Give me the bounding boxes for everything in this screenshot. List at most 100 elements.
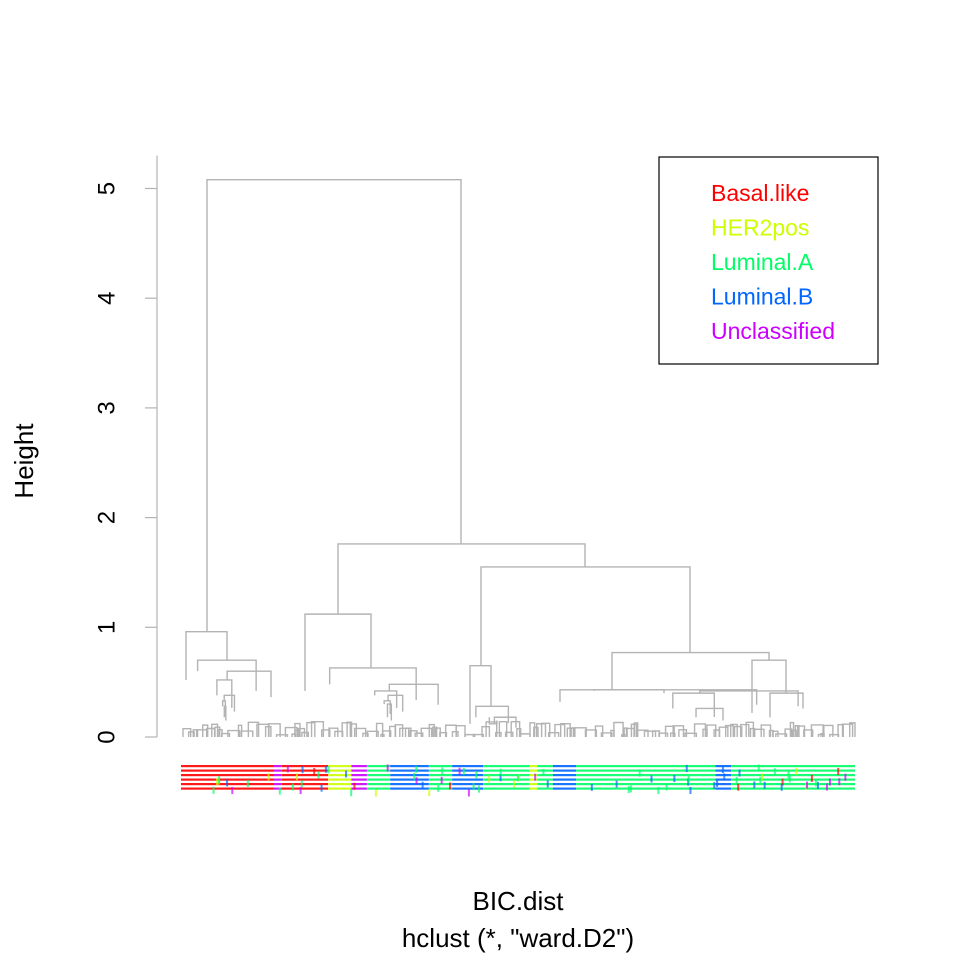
dendrogram-branch	[504, 731, 514, 737]
leaf-mark	[415, 777, 418, 785]
dendrogram-branch	[284, 726, 298, 737]
leaf-class-band	[273, 787, 282, 790]
dendrogram-branch	[699, 690, 799, 707]
leaf-mark	[838, 778, 841, 786]
leaf-class-band	[390, 774, 429, 777]
dendrogram-branch	[593, 689, 758, 705]
dendrogram-branch	[394, 724, 404, 737]
dendrogram-branch	[775, 733, 788, 737]
dendrogram-branch	[321, 729, 331, 737]
leaf-class-band	[483, 774, 530, 777]
leaf-mark	[627, 786, 630, 794]
x-axis-title: BIC.dist	[472, 886, 564, 916]
leaf-class-band	[731, 787, 855, 790]
leaf-class-band	[328, 774, 352, 777]
leaf-mark	[386, 764, 389, 772]
dendrogram-branch	[733, 725, 743, 737]
leaf-mark	[837, 767, 840, 775]
dendrogram-branch	[554, 723, 566, 737]
dendrogram-branch	[498, 720, 508, 737]
dendrogram-branch	[693, 723, 707, 737]
dendrogram-branch	[472, 733, 485, 737]
dendrogram-branch	[797, 725, 806, 737]
leaf-class-band	[390, 787, 429, 790]
leaf-mark	[267, 773, 270, 781]
leaf-mark	[780, 783, 783, 791]
leaf-mark	[462, 767, 465, 775]
dendrogram-branch	[751, 659, 787, 713]
leaf-mark	[345, 770, 348, 778]
legend-entry: HER2pos	[711, 215, 809, 241]
dendrogram-branch	[584, 729, 598, 737]
dendrogram-branch	[600, 732, 613, 737]
leaf-mark	[437, 784, 440, 792]
leaf-class-band	[428, 778, 453, 781]
y-tick-label: 3	[93, 401, 120, 414]
leaf-class-band	[366, 787, 391, 790]
dendrogram-branch	[533, 726, 539, 737]
leaf-class-band	[181, 774, 274, 777]
dendrogram-branch	[328, 727, 339, 737]
dendrogram-branch	[432, 726, 438, 737]
leaf-mark	[226, 779, 229, 787]
leaf-class-band	[483, 765, 530, 768]
leaf-class-band	[576, 787, 716, 790]
dendrogram-branch	[485, 721, 498, 737]
leaf-class-band	[328, 778, 352, 781]
leaf-class-band	[552, 765, 577, 768]
leaf-mark	[413, 772, 416, 780]
leaf-class-band	[366, 783, 391, 786]
leaf-class-band	[537, 769, 553, 772]
leaf-mark	[757, 764, 760, 772]
leaf-class-band	[328, 783, 352, 786]
dendrogram-branch	[381, 730, 392, 737]
leaf-class-band	[273, 774, 282, 777]
leaf-class-band	[273, 765, 282, 768]
dendrogram-branch	[749, 727, 756, 737]
leaf-mark	[629, 785, 632, 793]
dendrogram-branch	[216, 679, 233, 708]
dendrogram-branch	[784, 728, 793, 737]
dendrogram-branch	[823, 724, 834, 737]
dendrogram-branch	[294, 729, 300, 737]
leaf-class-band	[576, 783, 716, 786]
leaf-mark	[415, 765, 418, 773]
leaf-mark	[737, 783, 740, 791]
dendrogram-branch	[573, 727, 587, 737]
dendrogram-branch	[383, 700, 391, 714]
dendrogram-branch	[594, 725, 604, 737]
leaf-class-band	[483, 769, 530, 772]
leaf-class-band	[537, 787, 553, 790]
dendrogram-branch	[399, 727, 410, 737]
dendrogram-branch	[706, 724, 717, 737]
dendrogram-branch	[404, 727, 412, 737]
dendrogram-branch	[739, 723, 750, 737]
dendrogram-branch	[493, 716, 517, 728]
leaf-class-band	[529, 783, 538, 786]
leaf-class-band	[731, 778, 855, 781]
leaf-class-band	[537, 778, 553, 781]
dendrogram-branch	[529, 722, 536, 737]
leaf-mark	[738, 769, 741, 777]
leaf-mark	[685, 764, 688, 772]
leaf-mark	[516, 774, 519, 782]
dendrogram-branch	[559, 689, 665, 702]
dendrogram-branch	[475, 705, 510, 724]
dendrogram-branch	[566, 727, 575, 737]
dendrogram-branch	[374, 690, 398, 708]
dendrogram-branch	[221, 732, 231, 737]
dendrogram-branch	[464, 733, 476, 737]
leaf-class-band	[366, 769, 391, 772]
leaf-class-band	[537, 774, 553, 777]
dendrogram-tree	[182, 179, 856, 737]
leaf-mark	[350, 789, 353, 797]
leaf-class-band	[328, 769, 352, 772]
dendrogram-branch	[428, 723, 435, 737]
leaf-class-band	[390, 769, 429, 772]
leaf-class-band	[351, 765, 367, 768]
dendrogram-branch	[559, 722, 571, 737]
leaf-mark	[590, 783, 593, 791]
dendrogram-branch	[301, 731, 309, 737]
dendrogram-branch	[684, 732, 698, 737]
leaf-class-band	[428, 769, 453, 772]
